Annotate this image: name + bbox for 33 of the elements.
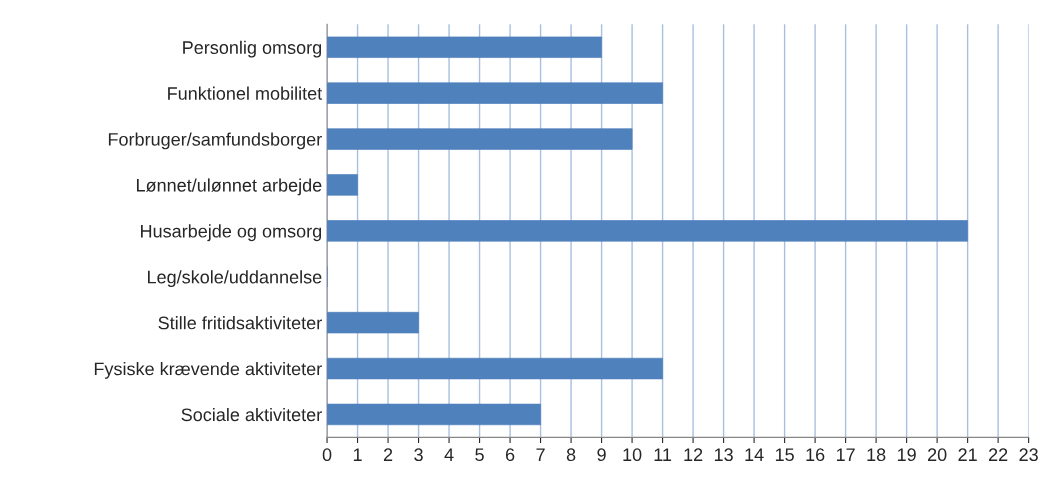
x-tick-label: 12 — [684, 448, 703, 461]
y-tick-label: Stille fritidsaktiviteter — [158, 316, 322, 330]
y-tick-label: Leg/skole/uddannelse — [148, 270, 322, 288]
y-tick-label: Forbruger/samfundsborger — [108, 132, 322, 150]
x-tick-label: 18 — [867, 448, 886, 462]
x-tick-label: 8 — [566, 448, 576, 462]
y-tick-label: Lønnet/ulønnet arbejde — [136, 178, 322, 196]
x-tick-label: 1 — [353, 448, 362, 461]
x-tick-label: 13 — [714, 448, 733, 462]
x-tick-label: 21 — [958, 448, 977, 461]
x-tick-label: 3 — [414, 448, 423, 462]
x-tick-label: 5 — [475, 448, 484, 462]
x-tick-label: 0 — [322, 448, 332, 462]
x-tick-label: 10 — [623, 448, 642, 462]
x-tick-label: 9 — [597, 448, 606, 462]
y-tick-label: Personlig omsorg — [183, 40, 322, 58]
x-tick-label: 20 — [927, 448, 947, 462]
x-tick-label: 11 — [654, 448, 672, 461]
y-tick-label: Sociale aktiviteter — [181, 407, 322, 422]
x-tick-label: 2 — [383, 448, 393, 461]
y-tick-label: Husarbejde og omsorg — [141, 224, 322, 242]
x-tick-label: 16 — [806, 448, 825, 462]
x-tick-label: 7 — [536, 448, 545, 461]
x-tick-label: 19 — [897, 448, 916, 462]
x-tick-label: 15 — [775, 448, 794, 462]
x-tick-label: 4 — [444, 448, 454, 461]
x-tick-label: 22 — [988, 448, 1008, 461]
y-tick-label: Fysiske krævende aktiviteter — [94, 362, 322, 379]
x-tick-label: 6 — [505, 448, 515, 462]
x-tick-label: 23 — [1019, 448, 1038, 462]
x-tick-label: 17 — [836, 448, 855, 461]
x-tick-label: 14 — [745, 448, 764, 461]
y-tick-label: Funktionel mobilitet — [168, 86, 323, 100]
